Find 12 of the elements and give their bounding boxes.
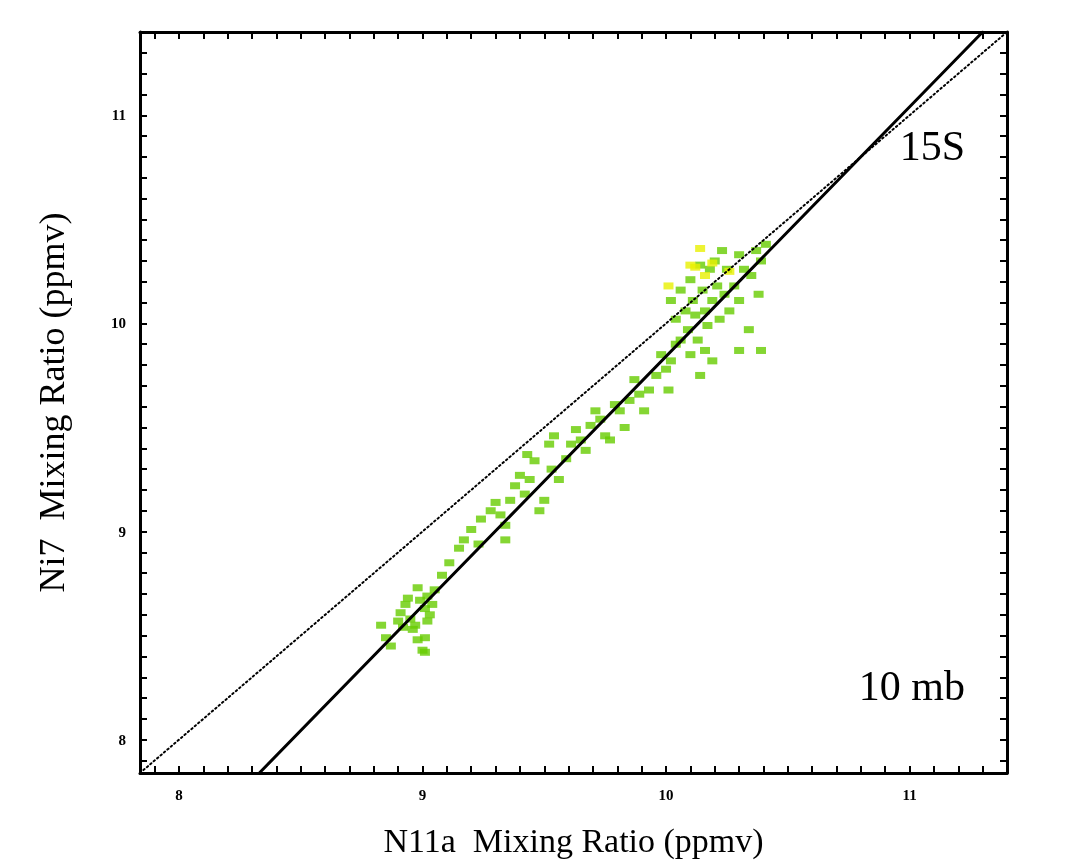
y-tick-label: 10 — [111, 315, 126, 332]
annotation: 10 mb — [858, 663, 965, 709]
x-tick-label: 11 — [902, 786, 917, 803]
y-tick-label: 9 — [118, 523, 126, 540]
y-tick-label: 11 — [111, 107, 126, 124]
x-tick-label: 8 — [175, 786, 183, 803]
x-tick-label: 9 — [418, 786, 427, 803]
x-tick-label: 10 — [658, 786, 674, 803]
y-axis-title: Ni7 Mixing Ratio (ppmv) — [32, 212, 72, 593]
x-axis-title: N11a Mixing Ratio (ppmv) — [383, 821, 764, 860]
annotation: 15S — [899, 123, 965, 169]
y-tick-label: 8 — [118, 731, 126, 748]
